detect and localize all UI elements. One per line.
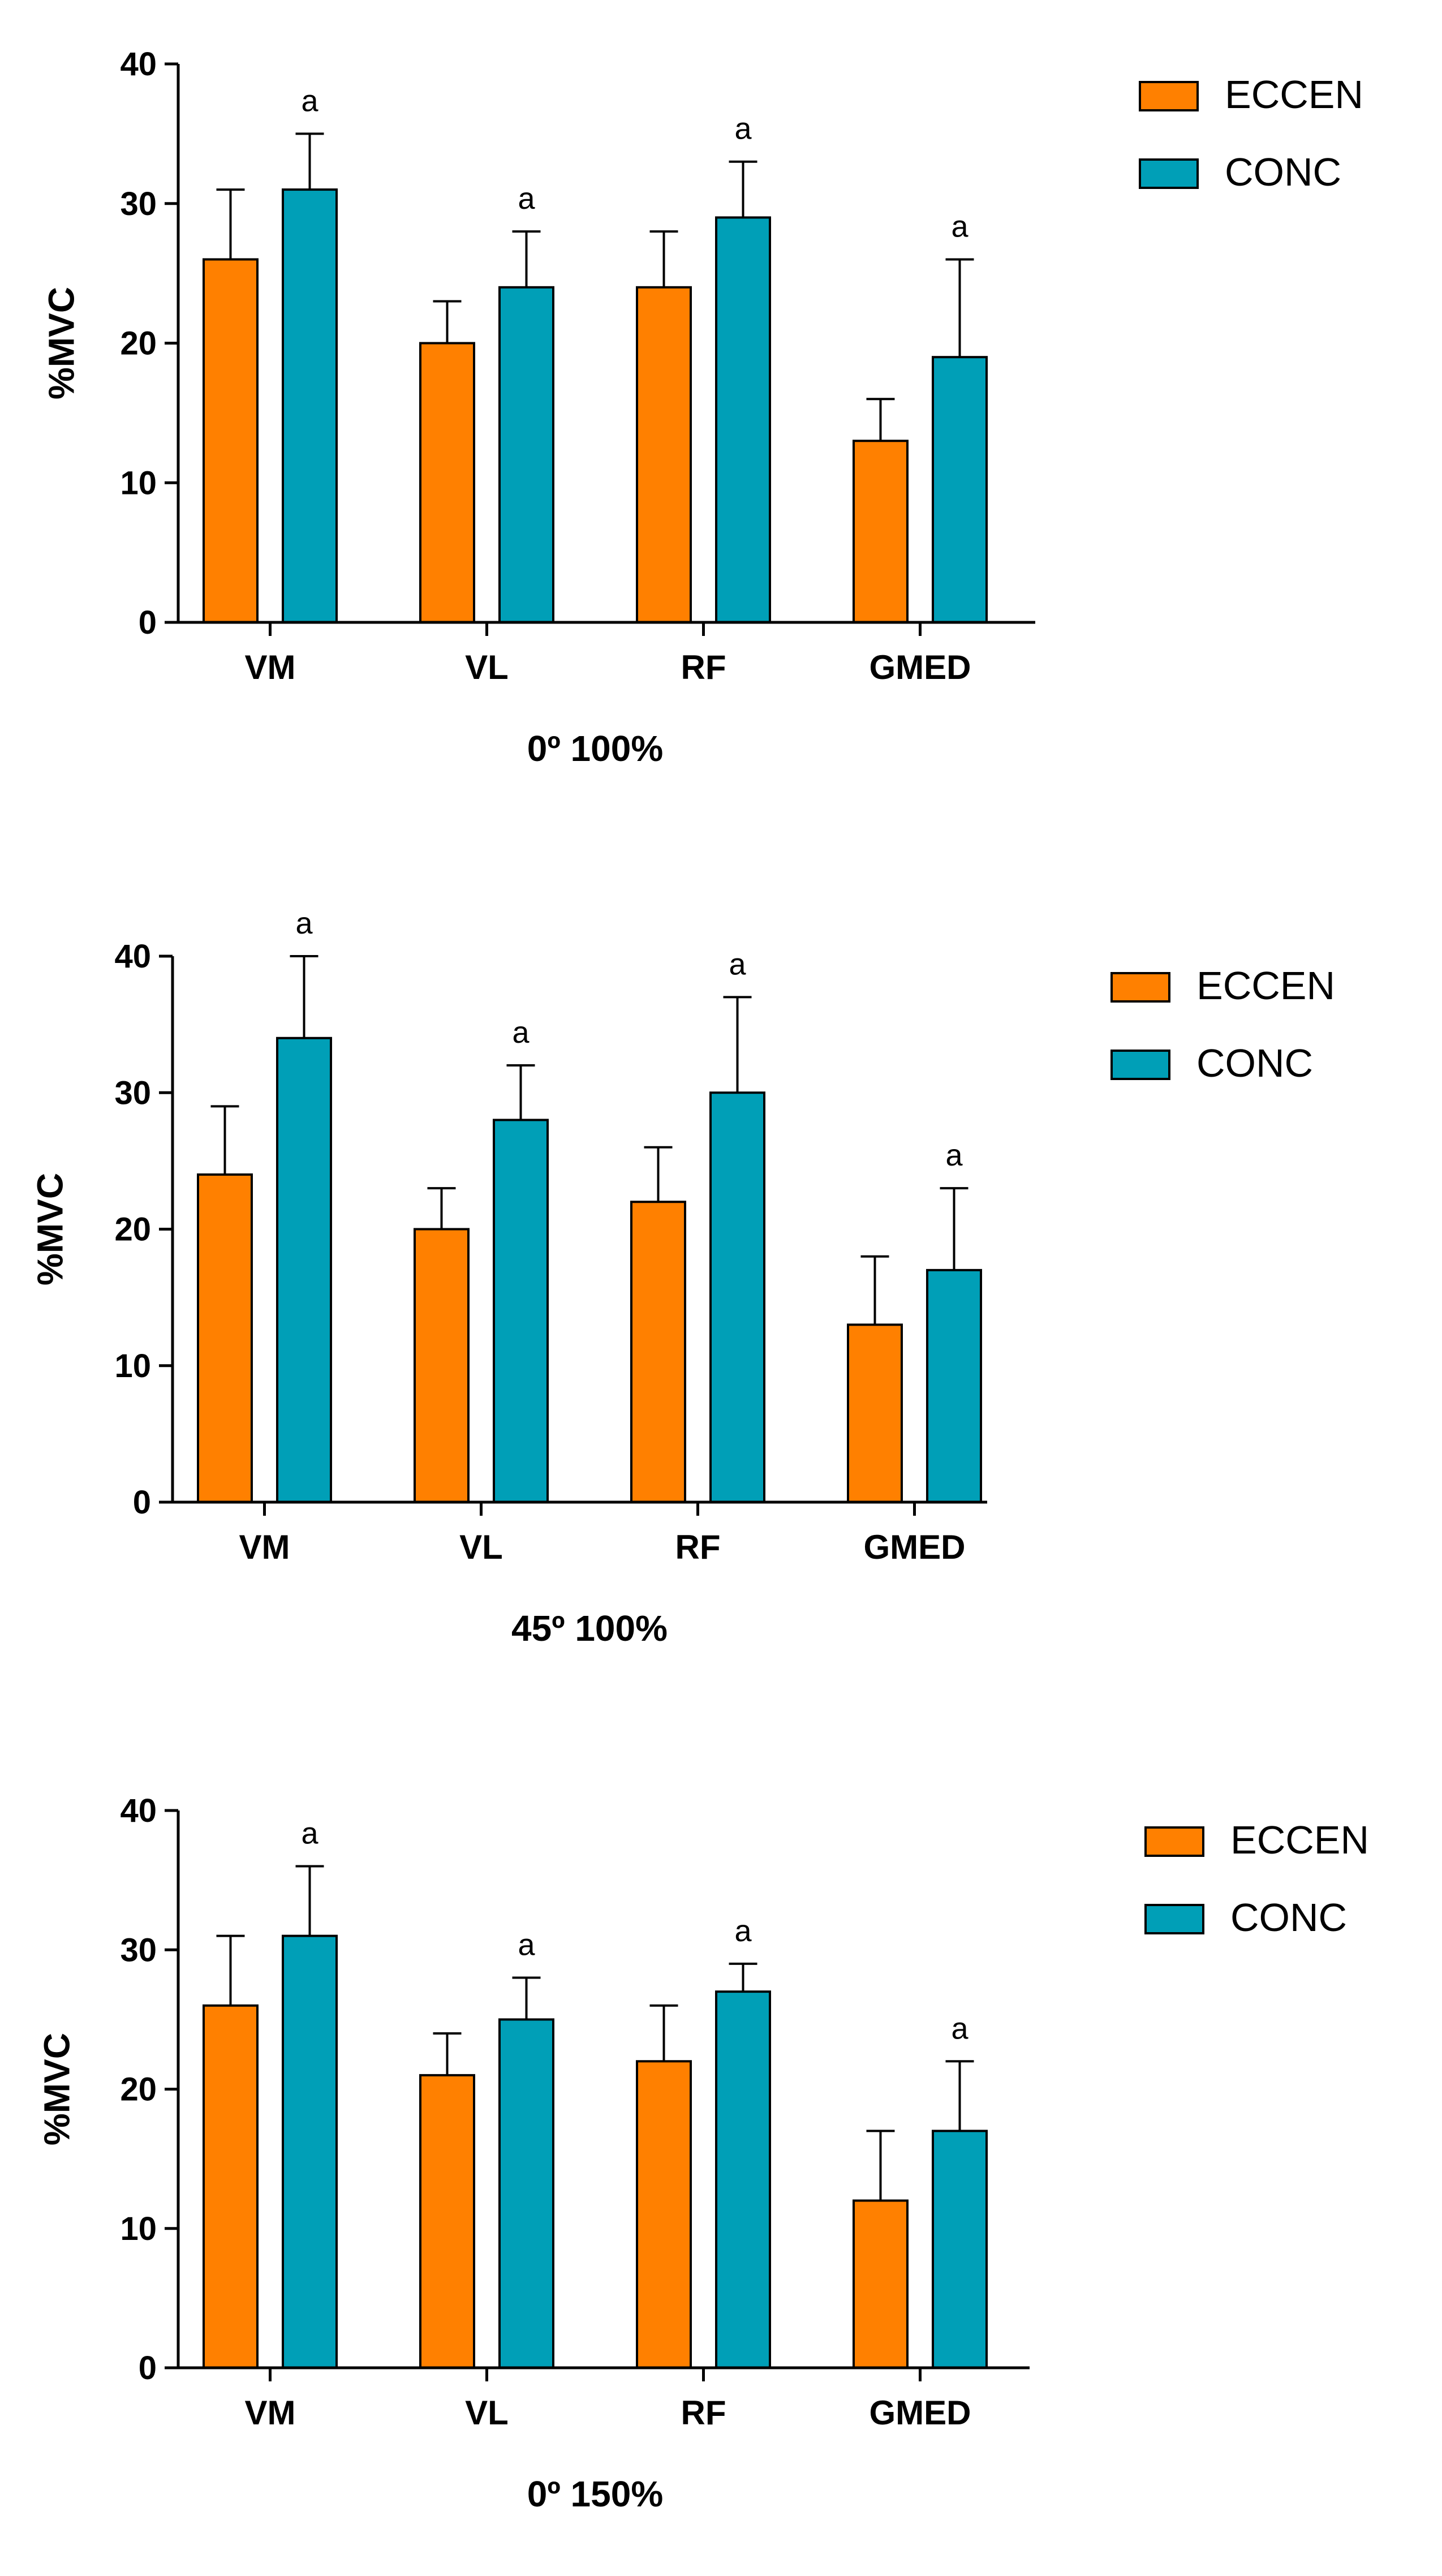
chart-2: a VM a VL a RF a GMED 0 10 20 30 40 %MVC 45º 100% ECCEN… bbox=[29, 906, 1335, 1649]
bar-eccen-vl bbox=[414, 1228, 470, 1503]
legend-swatch-conc bbox=[1139, 158, 1199, 189]
bar-conc-vm bbox=[282, 1934, 338, 2369]
legend-label-conc: CONC bbox=[1230, 1895, 1347, 1939]
bar-eccen-gmed bbox=[853, 440, 909, 623]
y-tick-label-20: 20 bbox=[114, 1211, 151, 1248]
bar-conc-gmed bbox=[926, 1268, 982, 1503]
legend-swatch-eccen bbox=[1110, 972, 1170, 1003]
significance-label-vm: a bbox=[301, 1817, 318, 1851]
legend-swatch-eccen bbox=[1144, 1826, 1204, 1857]
bar-eccen-vl bbox=[419, 2074, 475, 2369]
y-tick-label-30: 30 bbox=[120, 1932, 157, 1968]
legend-swatch-conc bbox=[1144, 1904, 1204, 1934]
bar-conc-vm bbox=[276, 1037, 332, 1503]
bar-conc-rf bbox=[715, 216, 771, 623]
x-tick-label-rf: RF bbox=[681, 2394, 726, 2432]
x-axis-title: 0º 150% bbox=[527, 2474, 663, 2514]
significance-label-vl: a bbox=[518, 182, 535, 216]
y-tick-label-0: 0 bbox=[133, 1484, 151, 1521]
bar-conc-vm bbox=[282, 188, 338, 623]
y-tick-label-40: 40 bbox=[120, 46, 157, 83]
significance-label-rf: a bbox=[734, 1914, 752, 1948]
bar-eccen-rf bbox=[636, 286, 692, 623]
significance-label-gmed: a bbox=[945, 1138, 963, 1172]
significance-label-vl: a bbox=[512, 1016, 530, 1050]
x-tick-label-vl: VL bbox=[465, 2394, 509, 2432]
y-tick-label-10: 10 bbox=[120, 2211, 157, 2247]
y-tick-label-0: 0 bbox=[139, 604, 157, 641]
significance-label-vm: a bbox=[295, 906, 313, 940]
chart-3: a VM a VL a RF a GMED 0 10 20 30 40 %MVC 0º 150% ECCEN C… bbox=[36, 1792, 1369, 2514]
y-tick-label-40: 40 bbox=[120, 1792, 157, 1829]
bar-eccen-vm bbox=[203, 258, 259, 623]
y-axis-title: %MVC bbox=[36, 2033, 77, 2145]
y-tick-label-40: 40 bbox=[114, 938, 151, 975]
significance-label-rf: a bbox=[729, 947, 746, 981]
bar-conc-gmed bbox=[932, 356, 988, 623]
y-axis-title: %MVC bbox=[41, 287, 81, 399]
x-tick-label-vm: VM bbox=[245, 2394, 296, 2432]
legend-label-conc: CONC bbox=[1196, 1041, 1313, 1085]
y-tick-label-0: 0 bbox=[139, 2350, 157, 2386]
legend-swatch-eccen bbox=[1139, 81, 1199, 111]
legend-label-eccen: ECCEN bbox=[1196, 964, 1335, 1008]
legend-label-conc: CONC bbox=[1225, 150, 1341, 194]
bar-conc-rf bbox=[709, 1091, 765, 1503]
bar-eccen-vm bbox=[203, 2004, 259, 2369]
bar-conc-gmed bbox=[932, 2130, 988, 2369]
legend-label-eccen: ECCEN bbox=[1230, 1818, 1369, 1862]
y-tick-label-10: 10 bbox=[120, 465, 157, 501]
x-tick-label-gmed: GMED bbox=[869, 648, 971, 686]
y-tick-label-30: 30 bbox=[114, 1074, 151, 1111]
x-axis-title: 45º 100% bbox=[511, 1608, 668, 1649]
x-tick-label-vl: VL bbox=[465, 648, 509, 686]
legend-label-eccen: ECCEN bbox=[1225, 72, 1363, 117]
bar-eccen-gmed bbox=[847, 1323, 903, 1503]
x-tick-label-rf: RF bbox=[681, 648, 726, 686]
x-tick-label-vm: VM bbox=[245, 648, 296, 686]
x-tick-label-vl: VL bbox=[459, 1528, 503, 1566]
y-tick-label-30: 30 bbox=[120, 186, 157, 222]
x-tick-label-gmed: GMED bbox=[869, 2394, 971, 2432]
y-tick-label-10: 10 bbox=[114, 1348, 151, 1384]
significance-label-vl: a bbox=[518, 1928, 535, 1962]
bar-conc-vl bbox=[498, 2018, 554, 2369]
significance-label-vm: a bbox=[301, 84, 318, 118]
x-axis-title: 0º 100% bbox=[527, 728, 663, 769]
bar-eccen-rf bbox=[630, 1201, 686, 1503]
bar-eccen-vl bbox=[419, 342, 475, 623]
y-tick-label-20: 20 bbox=[120, 325, 157, 362]
bar-eccen-vm bbox=[197, 1173, 253, 1503]
y-axis-title: %MVC bbox=[29, 1173, 70, 1285]
bar-eccen-rf bbox=[636, 2060, 692, 2369]
chart-1: a VM a VL a RF a GMED 0 10 20 30 40 %MVC 0º 100% ECCEN C… bbox=[41, 46, 1363, 769]
x-tick-label-rf: RF bbox=[675, 1528, 721, 1566]
x-tick-label-vm: VM bbox=[239, 1528, 290, 1566]
bar-conc-vl bbox=[493, 1119, 549, 1503]
x-tick-label-gmed: GMED bbox=[864, 1528, 966, 1566]
bar-conc-vl bbox=[498, 286, 554, 623]
significance-label-gmed: a bbox=[951, 209, 968, 243]
bar-conc-rf bbox=[715, 1990, 771, 2369]
significance-label-gmed: a bbox=[951, 2011, 968, 2045]
legend-swatch-conc bbox=[1110, 1050, 1170, 1080]
bar-eccen-gmed bbox=[853, 2199, 909, 2369]
y-tick-label-20: 20 bbox=[120, 2071, 157, 2108]
significance-label-rf: a bbox=[734, 112, 752, 146]
